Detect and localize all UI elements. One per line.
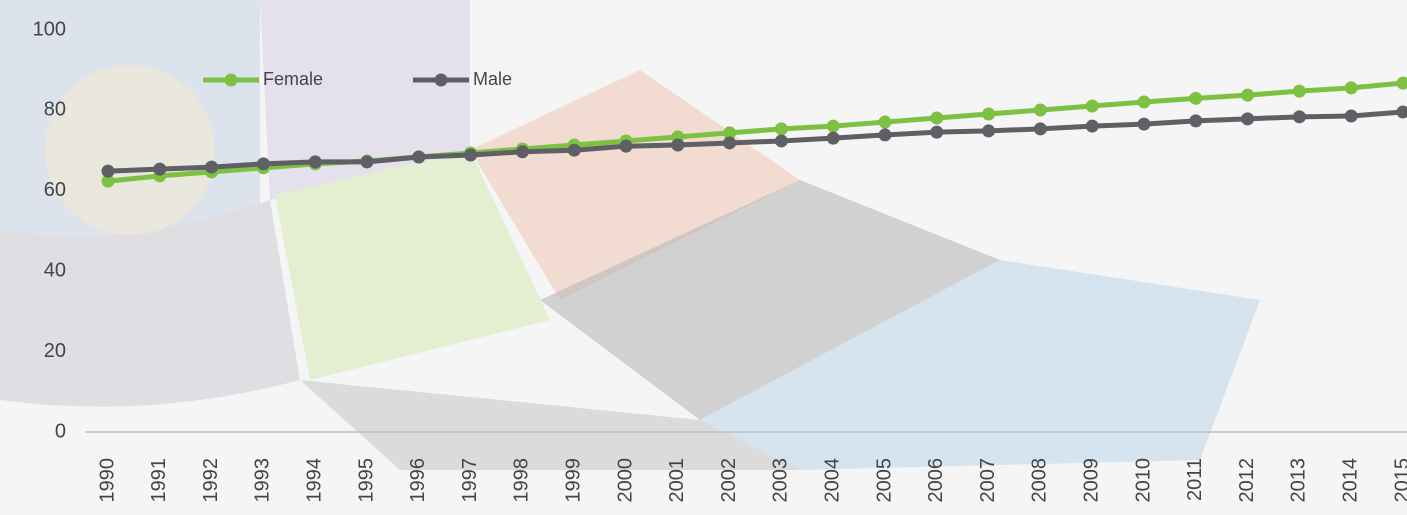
data-point — [101, 164, 115, 178]
x-tick-label: 1996 — [407, 458, 429, 503]
data-point — [1137, 95, 1151, 109]
x-tick-label: 2004 — [821, 458, 843, 503]
data-point — [256, 157, 270, 171]
x-tick-label: 2013 — [1288, 458, 1310, 503]
data-point — [515, 145, 529, 159]
x-tick-label: 2009 — [1080, 458, 1102, 503]
x-tick-label: 2003 — [770, 458, 792, 503]
data-point — [930, 125, 944, 139]
x-tick-label: 2005 — [873, 458, 895, 503]
x-tick-label: 1993 — [252, 458, 274, 503]
x-tick-label: 1999 — [562, 458, 584, 503]
data-point — [930, 111, 944, 125]
legend-marker — [434, 73, 448, 87]
y-tick-label: 100 — [33, 18, 66, 40]
data-point — [1396, 76, 1407, 90]
data-point — [308, 155, 322, 169]
legend-marker — [224, 73, 238, 87]
data-point — [982, 124, 996, 138]
data-point — [360, 155, 374, 169]
data-point — [723, 136, 737, 150]
y-tick-label: 20 — [44, 340, 66, 362]
data-point — [671, 138, 685, 152]
data-point — [1085, 119, 1099, 133]
x-tick-label: 2007 — [977, 458, 999, 503]
data-point — [153, 162, 167, 176]
data-point — [619, 139, 633, 153]
x-tick-label: 2014 — [1339, 458, 1361, 503]
x-tick-label: 2006 — [925, 458, 947, 503]
data-point — [774, 134, 788, 148]
data-point — [1292, 84, 1306, 98]
legend-label: Female — [263, 69, 323, 89]
data-point — [1189, 91, 1203, 105]
x-tick-label: 2000 — [614, 458, 636, 503]
data-point — [412, 150, 426, 164]
data-point — [1137, 117, 1151, 131]
y-tick-label: 0 — [55, 420, 66, 442]
x-tick-label: 1990 — [96, 458, 118, 503]
x-tick-label: 1998 — [511, 458, 533, 503]
data-point — [101, 174, 115, 188]
legend: Female Male — [203, 69, 512, 89]
data-point — [1396, 105, 1407, 119]
data-point — [1344, 81, 1358, 95]
y-tick-label: 40 — [44, 259, 66, 281]
y-tick-label: 80 — [44, 99, 66, 121]
data-point — [1085, 99, 1099, 113]
x-tick-label: 2015 — [1391, 458, 1407, 503]
data-point — [1344, 109, 1358, 123]
data-point — [1033, 122, 1047, 136]
x-tick-label: 2008 — [1029, 458, 1051, 503]
x-tick-label: 1991 — [148, 458, 170, 503]
data-point — [982, 107, 996, 121]
data-point — [826, 119, 840, 133]
series-line — [107, 109, 1404, 174]
data-point — [878, 115, 892, 129]
x-tick-label: 1992 — [200, 458, 222, 503]
data-point — [1241, 112, 1255, 126]
x-tick-label: 2002 — [718, 458, 740, 503]
data-point — [826, 131, 840, 145]
x-tick-label: 2010 — [1132, 458, 1154, 503]
data-point — [464, 148, 478, 162]
x-tick-label: 1994 — [303, 458, 325, 503]
data-point — [723, 126, 737, 140]
data-point — [1292, 110, 1306, 124]
data-point — [1033, 103, 1047, 117]
x-tick-label: 2001 — [666, 458, 688, 503]
data-point — [1189, 114, 1203, 128]
x-tick-label: 2012 — [1236, 458, 1258, 503]
data-point — [878, 128, 892, 142]
x-tick-label: 1997 — [459, 458, 481, 503]
legend-label: Male — [473, 69, 512, 89]
x-tick-label: 2011 — [1184, 458, 1206, 501]
x-tick-label: 1995 — [355, 458, 377, 503]
data-point — [774, 122, 788, 136]
data-point — [205, 160, 219, 174]
data-point — [1241, 88, 1255, 102]
data-point — [567, 143, 581, 157]
y-tick-label: 60 — [44, 179, 66, 201]
